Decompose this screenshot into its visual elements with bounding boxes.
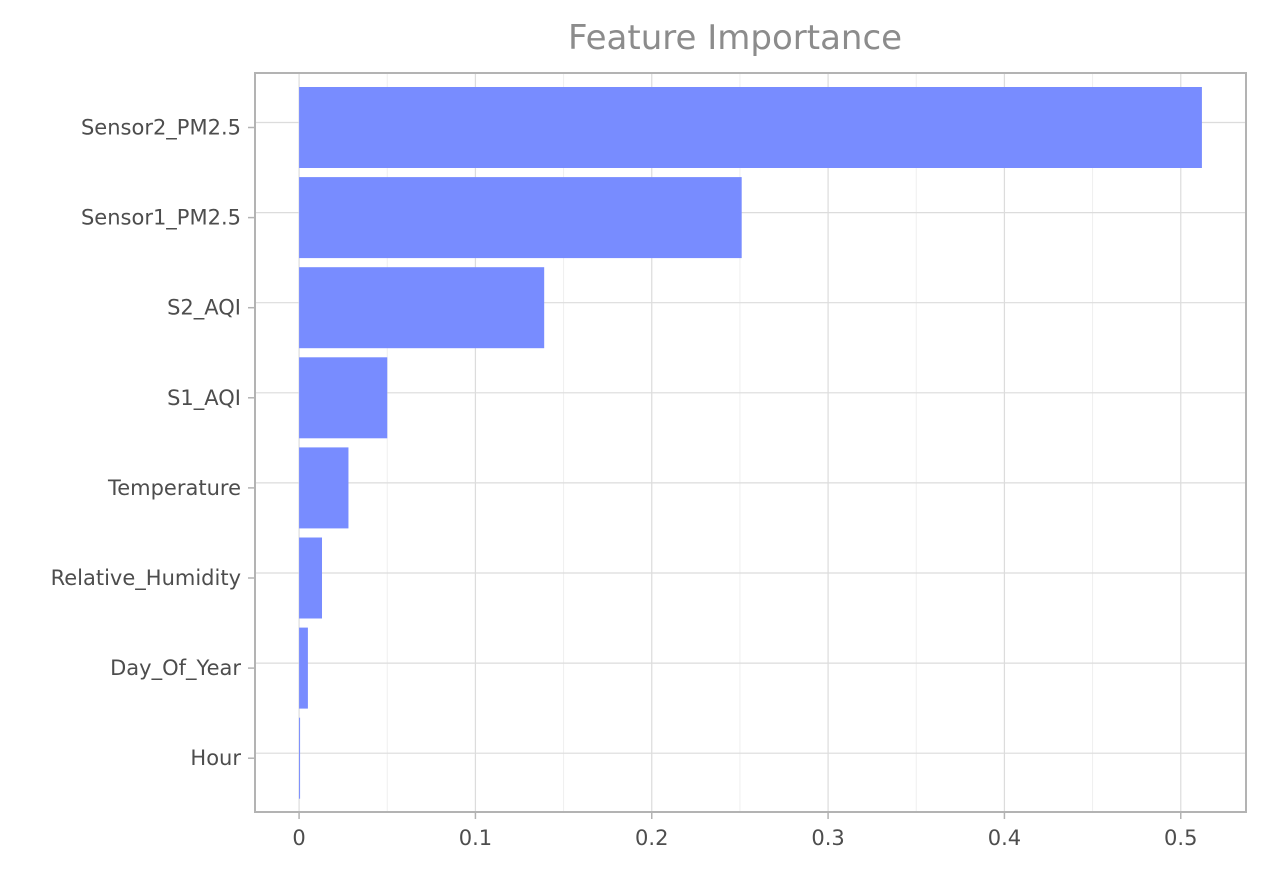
- bar-s1-aqi: [299, 357, 388, 439]
- bar-day-of-year: [299, 627, 308, 709]
- bars: [299, 87, 1202, 799]
- y-tick-label: S1_AQI: [167, 386, 241, 411]
- plot-frame: [254, 72, 1247, 813]
- y-tick-label: Day_Of_Year: [110, 656, 241, 681]
- bar-relative-humidity: [299, 537, 323, 619]
- bar-temperature: [299, 447, 349, 529]
- y-tick-label: Sensor1_PM2.5: [81, 206, 241, 231]
- bar-s2-aqi: [299, 267, 545, 349]
- y-tick-label: Temperature: [107, 476, 241, 500]
- x-tick-label: 0.5: [1164, 826, 1197, 850]
- chart-title: Feature Importance: [568, 18, 902, 58]
- x-tick-label: 0: [292, 826, 305, 850]
- bar-hour: [299, 717, 301, 799]
- y-tick-label: Hour: [190, 746, 241, 770]
- x-tick-label: 0.1: [459, 826, 492, 850]
- x-tick-label: 0.4: [988, 826, 1021, 850]
- x-tick-label: 0.3: [811, 826, 844, 850]
- axes: Sensor2_PM2.5 Sensor1_PM2.5 S2_AQI S1_AQI Te…: [51, 116, 1198, 851]
- bar-sensor2-pm2-5: [299, 87, 1202, 168]
- x-tick-label: 0.2: [635, 826, 668, 850]
- y-tick-label: Relative_Humidity: [51, 566, 241, 591]
- y-tick-label: Sensor2_PM2.5: [81, 116, 241, 141]
- bar-sensor1-pm2-5: [299, 177, 742, 259]
- y-tick-label: S2_AQI: [167, 296, 241, 321]
